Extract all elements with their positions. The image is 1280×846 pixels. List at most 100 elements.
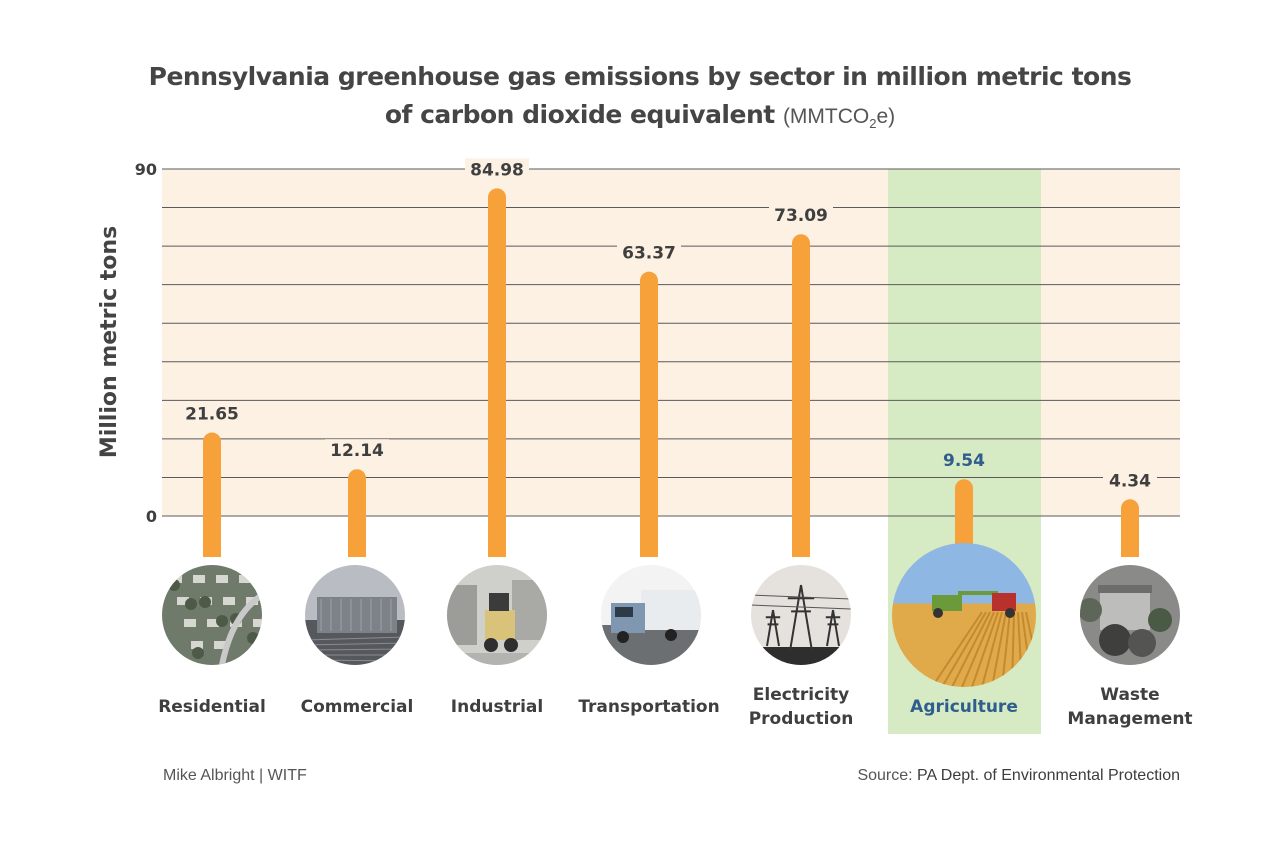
scene-wheel — [617, 631, 629, 643]
scene-wheel — [504, 638, 518, 652]
waste-icon — [1080, 565, 1180, 665]
source-note: Source: PA Dept. of Environmental Protec… — [857, 767, 1180, 785]
scene-pylon — [772, 609, 780, 647]
category-label: Commercial — [301, 697, 414, 717]
scene-auger — [958, 591, 998, 595]
credit: Mike Albright | WITF — [163, 767, 307, 784]
scene-floor — [447, 653, 547, 665]
scene-tractor — [992, 593, 1016, 611]
scene-shelf — [512, 580, 547, 640]
value-label-bg — [769, 204, 833, 229]
scene-house — [214, 641, 226, 649]
scene-wheel — [1005, 608, 1015, 618]
bar-base — [792, 539, 810, 557]
value-label-bg — [617, 241, 681, 266]
scene-house — [207, 619, 219, 627]
scene-furrow — [961, 611, 995, 687]
scene-tree — [223, 664, 235, 665]
category-label: Transportation — [578, 697, 719, 717]
category-label: Agriculture — [910, 697, 1018, 717]
unit-prefix: (MMTCO — [782, 105, 870, 128]
value-label: 9.54 — [943, 451, 985, 471]
scene-trash-bag — [1128, 629, 1156, 657]
transportation-icon — [601, 565, 701, 665]
scene-windshield — [615, 607, 633, 617]
bar-base — [348, 539, 366, 557]
scene-furrow — [981, 611, 1003, 687]
value-label: 63.37 — [622, 244, 676, 264]
scene-bin-lid — [1098, 585, 1152, 593]
scene-wheel — [665, 629, 677, 641]
scene-pylon — [789, 584, 802, 652]
scene-trash-bag — [1099, 624, 1131, 656]
bar — [792, 234, 810, 557]
scene-wire — [751, 594, 851, 600]
industrial-icon — [447, 565, 547, 665]
scene-cab — [489, 593, 509, 611]
bar-base — [488, 539, 506, 557]
scene-furrow — [971, 611, 999, 687]
scene-wire — [751, 604, 851, 610]
source-prefix: Source: — [857, 767, 918, 784]
scene-forklift — [485, 610, 515, 640]
source-name: PA Dept. of Environmental Protection — [917, 767, 1180, 784]
scene-house — [239, 575, 251, 583]
value-label: 21.65 — [185, 405, 239, 425]
unit-suffix: e) — [876, 105, 896, 128]
scene-foliage — [1148, 608, 1172, 632]
scene-bin — [1100, 590, 1150, 630]
scene-house — [223, 597, 235, 605]
scene-tree — [192, 647, 204, 659]
y-tick-label: 90 — [135, 160, 157, 179]
scene-tree — [185, 598, 197, 610]
category-label: Production — [749, 709, 854, 729]
scene-furrow — [951, 611, 991, 687]
scene-parking-line — [305, 636, 405, 641]
scene-tree — [254, 581, 262, 593]
value-label-bg — [325, 439, 389, 464]
scene-combine — [932, 595, 962, 611]
scene-trailer — [641, 590, 701, 630]
bar — [203, 432, 221, 557]
scene-furrow — [991, 611, 1007, 687]
scene-parking-line — [305, 648, 405, 651]
scene-house — [184, 619, 196, 627]
commercial-icon — [305, 565, 405, 665]
category-label: Management — [1067, 709, 1192, 729]
bar — [488, 188, 506, 557]
bar-base — [203, 539, 221, 557]
value-label: 73.09 — [774, 206, 828, 226]
scene-pylon — [800, 584, 813, 652]
scene-pylon — [766, 609, 774, 647]
unit-subscript: 2 — [869, 116, 877, 132]
category-label: Residential — [158, 697, 266, 717]
value-label-bg — [937, 449, 991, 474]
y-tick-label: 0 — [146, 507, 157, 526]
scene-pylon — [832, 609, 840, 647]
bar-base — [1121, 539, 1139, 557]
category-label: Waste — [1100, 685, 1159, 705]
scene-wheel — [484, 638, 498, 652]
category-label: Electricity — [753, 685, 850, 705]
value-label: 4.34 — [1109, 471, 1151, 491]
scene-house — [191, 641, 203, 649]
category-label: Industrial — [451, 697, 543, 717]
y-axis-title: Million metric tons — [97, 226, 122, 458]
scene-house — [177, 597, 189, 605]
scene-parking-line — [305, 659, 405, 662]
scene-parking-line — [305, 642, 405, 646]
scene-house — [216, 575, 228, 583]
scene-road — [219, 592, 262, 665]
scene-furrow — [1001, 612, 1011, 687]
chart-title-line1: Pennsylvania greenhouse gas emissions by… — [148, 62, 1132, 91]
scene-pylon — [826, 609, 834, 647]
chart-title-line2: of carbon dioxide equivalent — [384, 100, 775, 129]
scene-house — [253, 619, 262, 627]
value-label-bg — [180, 402, 244, 427]
chart-title-unit: (MMTCO2e) — [782, 105, 896, 132]
scene-ground — [751, 647, 851, 665]
chart-title: Pennsylvania greenhouse gas emissions by… — [0, 58, 1280, 143]
bar — [348, 469, 366, 557]
scene-tree — [216, 615, 228, 627]
